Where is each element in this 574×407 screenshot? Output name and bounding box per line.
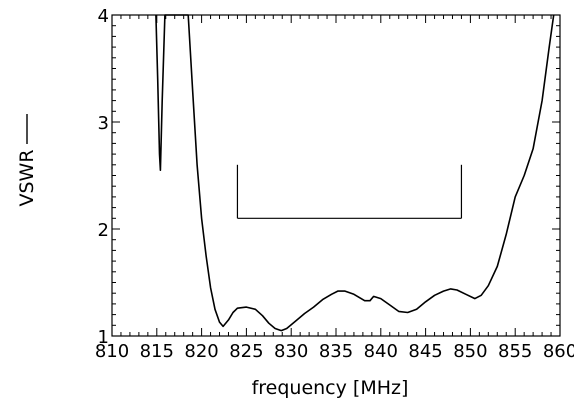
y-tick-label: 3 bbox=[98, 113, 109, 134]
x-tick-label: 810 bbox=[95, 341, 129, 362]
x-tick-label: 835 bbox=[319, 341, 353, 362]
y-tick-label: 2 bbox=[98, 220, 109, 241]
x-tick-label: 830 bbox=[274, 341, 308, 362]
x-tick-label: 825 bbox=[229, 341, 263, 362]
series-layer bbox=[155, 14, 555, 332]
x-tick-label: 840 bbox=[364, 341, 398, 362]
x-tick-label: 845 bbox=[408, 341, 442, 362]
y-tick-labels: 1 2 3 4 bbox=[98, 6, 109, 348]
x-tick-label: 815 bbox=[140, 341, 174, 362]
x-axis-label: frequency [MHz] bbox=[252, 377, 409, 399]
x-tick-label: 860 bbox=[543, 341, 574, 362]
y-axis-label: VSWR bbox=[16, 149, 38, 206]
x-tick-labels: 810 815 820 825 830 835 840 845 850 855 860 bbox=[95, 341, 574, 362]
vswr-curve bbox=[155, 14, 555, 332]
x-tick-label: 820 bbox=[184, 341, 218, 362]
band-marker bbox=[236, 164, 463, 219]
y-tick-label: 1 bbox=[98, 327, 109, 348]
x-tick-label: 850 bbox=[453, 341, 487, 362]
x-tick-label: 855 bbox=[498, 341, 532, 362]
axis-ticks bbox=[111, 14, 561, 337]
y-tick-label: 4 bbox=[98, 6, 109, 27]
plot-frame bbox=[111, 14, 561, 337]
